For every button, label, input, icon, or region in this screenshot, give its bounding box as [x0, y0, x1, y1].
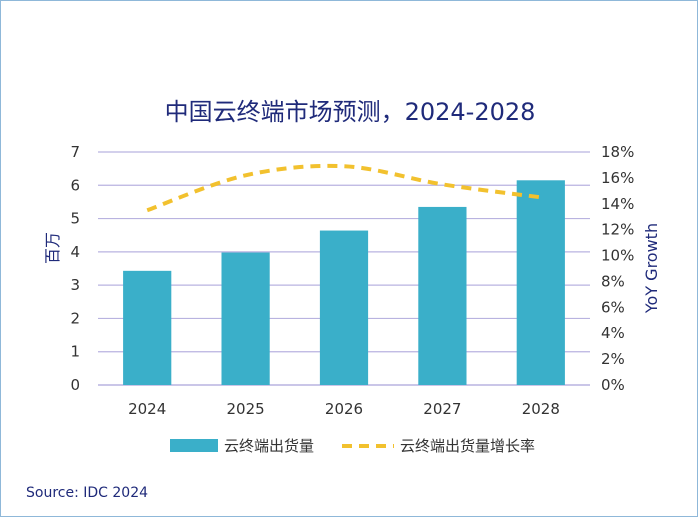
bar-series: [123, 180, 565, 385]
y-tick-label: 6: [70, 176, 80, 194]
y-tick-label: 2: [70, 309, 80, 327]
source-note: Source: IDC 2024: [26, 485, 148, 501]
x-axis-ticks: 2024 2025 2026 2027 2028: [128, 400, 560, 418]
x-tick-label: 2024: [128, 400, 166, 418]
y2-axis-label: YoY Growth: [642, 223, 661, 314]
growth-line: [146, 163, 542, 213]
y2-tick-label: 2%: [601, 350, 625, 368]
y2-tick-label: 4%: [601, 324, 625, 342]
y2-tick-label: 16%: [601, 169, 634, 187]
y-tick-label: 7: [70, 143, 80, 161]
y2-tick-label: 8%: [601, 272, 625, 290]
x-tick-label: 2025: [227, 400, 265, 418]
y-tick-label: 4: [70, 243, 80, 261]
legend: 云终端出货量 云终端出货量增长率: [170, 437, 535, 455]
right-axis-ticks: 0% 2% 4% 6% 8% 10% 12% 14% 16% 18%: [601, 143, 634, 394]
legend-bar-swatch: [170, 439, 218, 452]
gridlines: [98, 151, 590, 386]
legend-bar-label: 云终端出货量: [224, 437, 314, 455]
y-tick-label: 0: [70, 376, 80, 394]
y-tick-label: 5: [70, 210, 80, 228]
y2-tick-label: 14%: [601, 195, 634, 213]
y2-tick-label: 18%: [601, 143, 634, 161]
bar: [516, 180, 565, 385]
chart-title: 中国云终端市场预测，2024-2028: [165, 98, 536, 126]
y2-tick-label: 0%: [601, 376, 625, 394]
y-tick-label: 3: [70, 276, 80, 294]
y2-tick-label: 12%: [601, 221, 634, 239]
x-tick-label: 2028: [522, 400, 560, 418]
y2-tick-label: 10%: [601, 247, 634, 265]
bar: [123, 270, 172, 385]
y2-tick-label: 6%: [601, 298, 625, 316]
left-axis-ticks: 0 1 2 3 4 5 6 7: [70, 143, 80, 394]
y-axis-label: 百万: [43, 232, 62, 264]
x-tick-label: 2026: [325, 400, 363, 418]
bar: [221, 252, 270, 385]
bar: [319, 230, 369, 385]
x-tick-label: 2027: [423, 400, 461, 418]
y-tick-label: 1: [70, 343, 80, 361]
legend-line-label: 云终端出货量增长率: [400, 437, 535, 455]
bar: [418, 206, 467, 385]
growth-line-series: [146, 163, 542, 213]
